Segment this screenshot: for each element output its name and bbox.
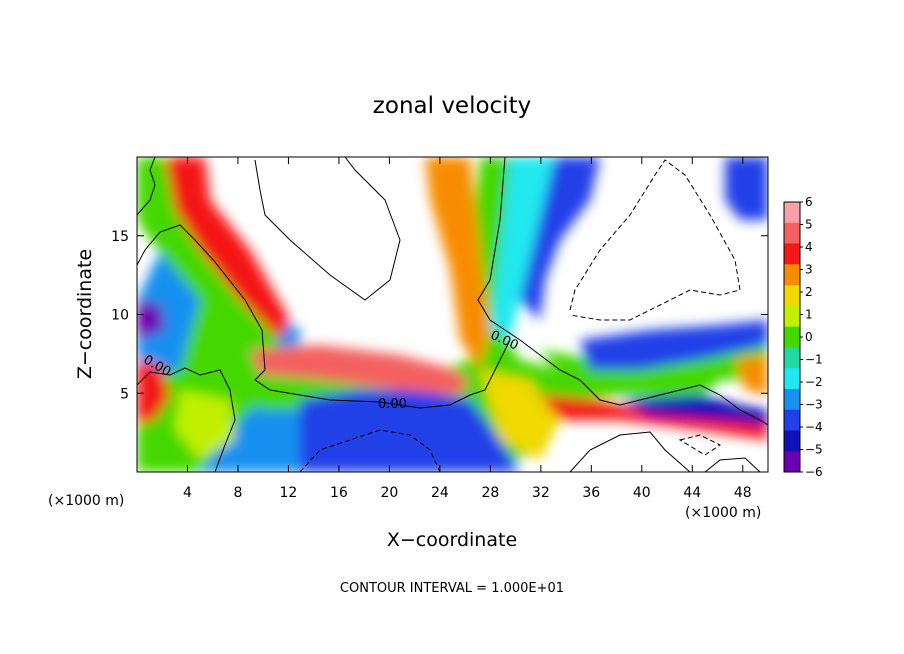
contour-zero-upper-left: [137, 157, 156, 216]
colorbar-swatch-5: [784, 305, 800, 328]
colorbar-label-9: −3: [805, 398, 823, 412]
contour-dashed-top-right: [569, 159, 741, 321]
field-left-green: [137, 157, 285, 472]
contour-zero-center: [477, 157, 768, 426]
x-axis-title: X−coordinate: [387, 529, 517, 551]
field-right-low-blue: [580, 320, 768, 370]
contour-solid-top: [254, 157, 401, 301]
colorbar-label-5: 1: [805, 308, 813, 322]
contour-dashed-bottom: [299, 429, 441, 472]
colorbar-label-10: −4: [805, 420, 823, 434]
field-center-column: [425, 157, 490, 370]
field-left-purple: [137, 300, 165, 340]
colorbar: 6 5 4 3 2 1 0 −1 −2 −3 −4 −5 −6: [783, 195, 823, 479]
field-right-blue: [520, 157, 600, 320]
x-tick-label-8: 36: [582, 485, 600, 501]
colorbar-swatch-2: [784, 243, 800, 265]
colorbar-swatch-1: [784, 222, 800, 245]
contour-solid-bottom: [569, 431, 691, 472]
x-unit-right: (×1000 m): [685, 505, 761, 521]
contour-interval-note: CONTOUR INTERVAL = 1.000E+01: [340, 581, 564, 596]
contour-zero-lower-left: [137, 367, 236, 472]
field-top-right-blue: [725, 157, 768, 220]
colorbar-swatch-0: [784, 202, 800, 224]
colorbar-label-12: −6: [805, 465, 823, 479]
colorbar-swatch-6: [784, 326, 800, 348]
y-tick-label-2: 15: [111, 229, 129, 245]
field-right-edge-orange: [735, 355, 768, 395]
x-tick-label-3: 16: [330, 485, 348, 501]
colorbar-label-1: 5: [805, 218, 813, 232]
contour-dashed-bottom-right: [678, 434, 721, 456]
y-ticks: 5 10 15: [111, 229, 768, 402]
x-tick-label-4: 20: [380, 485, 398, 501]
x-tick-label-10: 44: [683, 485, 701, 501]
colorbar-label-7: −1: [805, 353, 823, 367]
x-tick-label-6: 28: [481, 485, 499, 501]
x-tick-label-5: 24: [431, 485, 449, 501]
colorbar-swatch-7: [784, 347, 800, 369]
x-tick-label-7: 32: [532, 485, 550, 501]
colorbar-swatch-3: [784, 264, 800, 286]
colorbar-swatch-4: [784, 285, 800, 307]
colorbar-label-8: −2: [805, 375, 823, 389]
y-tick-label-1: 10: [111, 308, 129, 324]
contour-solid-bottom-right: [704, 457, 761, 472]
contour-zero-left: [137, 224, 511, 409]
chart-title: zonal velocity: [373, 93, 531, 119]
colorbar-swatch-12: [784, 451, 800, 473]
colorbar-swatch-9: [784, 388, 800, 411]
plot-area: 0.00 0.00 0.00: [137, 157, 768, 472]
field-left-red: [165, 157, 290, 340]
colorbar-label-2: 4: [805, 240, 813, 254]
x-tick-label-9: 40: [633, 485, 651, 501]
field-layer: [137, 157, 768, 472]
colorbar-label-3: 3: [805, 263, 813, 277]
colorbar-swatch-10: [784, 409, 800, 431]
field-right-navy: [620, 395, 768, 425]
y-tick-label-0: 5: [120, 386, 129, 402]
y-axis-title: Z−coordinate: [74, 249, 96, 379]
field-center-red: [250, 345, 470, 395]
colorbar-label-4: 2: [805, 285, 813, 299]
colorbar-swatch-11: [784, 430, 800, 452]
field-center-blue: [300, 390, 520, 472]
colorbar-label-6: 0: [805, 330, 813, 344]
x-tick-label-11: 48: [734, 485, 752, 501]
colorbar-label-11: −5: [805, 443, 823, 457]
x-tick-label-2: 12: [280, 485, 298, 501]
x-tick-label-1: 8: [233, 485, 242, 501]
x-unit-left: (×1000 m): [48, 493, 124, 509]
colorbar-swatch-8: [784, 368, 800, 390]
x-ticks: 4 8 12 16 20 24 28 32 36 40 44 48: [183, 157, 752, 501]
contour-lines: [137, 157, 768, 472]
field-right-red-streak: [540, 395, 768, 440]
contour-label-2: 0.00: [378, 397, 407, 412]
field-center-yellow: [480, 370, 560, 460]
x-tick-label-0: 4: [183, 485, 192, 501]
colorbar-label-0: 6: [805, 195, 813, 209]
field-left-yellow: [175, 390, 235, 460]
